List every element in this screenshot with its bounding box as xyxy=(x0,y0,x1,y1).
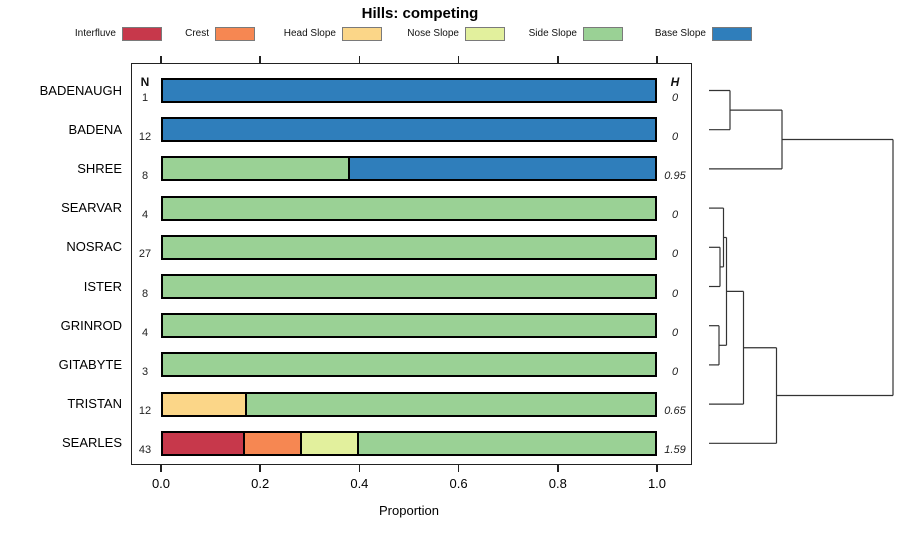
h-value: 0 xyxy=(671,248,679,261)
x-tick-label: 0.8 xyxy=(548,476,567,491)
n-value: 12 xyxy=(138,130,152,143)
bar-segment xyxy=(163,276,655,297)
legend-label: Crest xyxy=(185,28,209,39)
stacked-bar xyxy=(161,117,657,143)
n-value: 4 xyxy=(141,326,149,339)
x-tick-label: 1.0 xyxy=(647,476,667,491)
n-column-header: N xyxy=(140,75,150,89)
row-label: TRISTAN xyxy=(67,396,122,412)
legend-swatch xyxy=(342,27,382,41)
axis-tick xyxy=(457,465,460,472)
axis-tick xyxy=(160,465,162,472)
legend-swatch xyxy=(465,27,505,41)
row-label: SHREE xyxy=(77,160,122,176)
n-value: 4 xyxy=(141,209,149,222)
bar-segment xyxy=(163,432,244,454)
x-tick-label: 0.4 xyxy=(350,476,369,491)
stacked-bar xyxy=(161,195,657,221)
row-label: BADENAUGH xyxy=(39,82,122,98)
stacked-bar xyxy=(161,313,657,339)
bar-segment xyxy=(163,315,655,337)
legend-label: Base Slope xyxy=(654,28,706,39)
h-value: 0 xyxy=(671,287,679,300)
x-tick-label: 0.2 xyxy=(251,476,270,491)
h-value: 0 xyxy=(671,91,679,104)
legend-swatch xyxy=(583,27,623,41)
stacked-bar xyxy=(161,430,657,456)
bar-segment xyxy=(163,197,655,219)
axis-tick xyxy=(259,56,261,63)
legend-label: Side Slope xyxy=(528,28,577,39)
legend-swatch xyxy=(122,27,162,41)
row-label: BADENA xyxy=(68,121,122,137)
n-value: 8 xyxy=(141,169,149,182)
axis-tick xyxy=(358,465,361,472)
n-value: 12 xyxy=(138,405,152,418)
bar-segment xyxy=(163,393,246,415)
stacked-bar xyxy=(161,391,657,417)
bar-segment xyxy=(163,80,655,101)
legend-swatch xyxy=(712,27,752,41)
bar-segment xyxy=(163,119,655,141)
bar-segment xyxy=(300,432,358,454)
bar-segment xyxy=(357,432,655,454)
bar-segment xyxy=(347,158,655,180)
n-value: 8 xyxy=(141,287,149,300)
row-label: GRINROD xyxy=(60,317,122,333)
h-value: 0 xyxy=(671,130,679,143)
h-value: 0.65 xyxy=(664,405,686,418)
n-value: 3 xyxy=(141,365,149,378)
row-label: NOSRAC xyxy=(66,239,122,255)
legend-label: Nose Slope xyxy=(407,28,459,39)
row-label: SEARVAR xyxy=(61,200,122,216)
stacked-bar xyxy=(161,78,657,103)
stacked-bar xyxy=(161,234,657,260)
row-label: SEARLES xyxy=(62,435,122,451)
n-value: 43 xyxy=(138,444,152,457)
axis-tick xyxy=(160,56,162,63)
axis-tick xyxy=(259,465,261,472)
n-value: 27 xyxy=(138,248,152,261)
chart-title: Hills: competing xyxy=(361,5,479,22)
row-label: GITABYTE xyxy=(58,356,122,372)
bar-segment xyxy=(163,236,655,258)
stacked-bar xyxy=(161,274,657,299)
stacked-bar xyxy=(161,156,657,182)
h-value: 1.59 xyxy=(664,444,686,457)
bar-segment xyxy=(163,354,655,376)
h-value: 0 xyxy=(671,326,679,339)
h-column-header: H xyxy=(670,75,680,89)
x-tick-label: 0.0 xyxy=(151,476,171,491)
axis-tick xyxy=(656,465,658,472)
h-value: 0.95 xyxy=(664,169,686,182)
row-label: ISTER xyxy=(83,278,122,294)
axis-tick xyxy=(557,465,559,472)
plot-box xyxy=(131,63,692,465)
legend-label: Interfluve xyxy=(74,28,116,39)
h-value: 0 xyxy=(671,365,679,378)
x-axis-title: Proportion xyxy=(379,503,439,518)
bar-segment xyxy=(243,432,301,454)
legend-swatch xyxy=(215,27,255,41)
n-value: 1 xyxy=(141,91,149,104)
axis-tick xyxy=(557,56,559,63)
axis-tick xyxy=(358,56,361,63)
axis-tick xyxy=(656,56,658,63)
axis-tick xyxy=(457,56,460,63)
x-tick-label: 0.6 xyxy=(449,476,468,491)
stacked-bar xyxy=(161,352,657,378)
bar-segment xyxy=(245,393,655,415)
bar-segment xyxy=(163,158,348,180)
h-value: 0 xyxy=(671,209,679,222)
legend-label: Head Slope xyxy=(283,28,336,39)
